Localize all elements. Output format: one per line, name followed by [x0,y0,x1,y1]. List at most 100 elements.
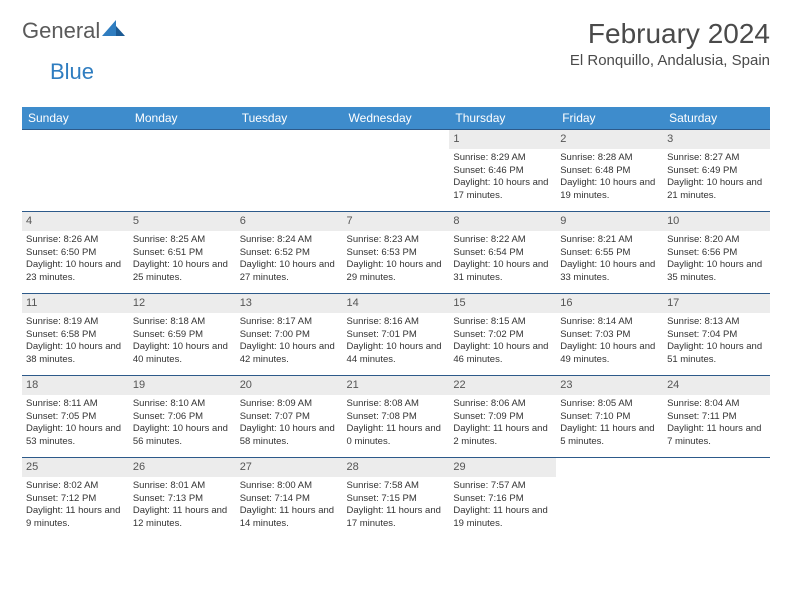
logo: General [22,18,128,44]
daylight-text: Daylight: 10 hours and 23 minutes. [26,259,125,285]
calendar-row: ....1Sunrise: 8:29 AMSunset: 6:46 PMDayl… [22,130,770,212]
sunrise-text: Sunrise: 8:08 AM [347,398,446,411]
calendar-cell: 14Sunrise: 8:16 AMSunset: 7:01 PMDayligh… [343,294,450,376]
dayname-mon: Monday [129,107,236,130]
day-number: 11 [22,294,129,313]
day-number: 12 [129,294,236,313]
calendar-cell: 4 Sunrise: 8:26 AMSunset: 6:50 PMDaylight… [22,212,129,294]
day-number: 27 [236,458,343,477]
sunrise-text: Sunrise: 8:23 AM [347,234,446,247]
sunrise-text: Sunrise: 8:01 AM [133,480,232,493]
day-number: 3 [663,130,770,149]
daylight-text: Daylight: 10 hours and 25 minutes. [133,259,232,285]
daylight-text: Daylight: 10 hours and 56 minutes. [133,423,232,449]
sunrise-text: Sunrise: 8:18 AM [133,316,232,329]
sunset-text: Sunset: 6:54 PM [453,247,552,260]
sunset-text: Sunset: 7:11 PM [667,411,766,424]
sunrise-text: Sunrise: 8:25 AM [133,234,232,247]
sunrise-text: Sunrise: 8:24 AM [240,234,339,247]
day-number: 21 [343,376,450,395]
day-number: 9 [556,212,663,231]
calendar-cell: 17Sunrise: 8:13 AMSunset: 7:04 PMDayligh… [663,294,770,376]
calendar-cell: 3 Sunrise: 8:27 AMSunset: 6:49 PMDaylight… [663,130,770,212]
day-number: 4 [22,212,129,231]
sunrise-text: Sunrise: 8:17 AM [240,316,339,329]
daylight-text: Daylight: 10 hours and 51 minutes. [667,341,766,367]
calendar-cell: 1Sunrise: 8:29 AMSunset: 6:46 PMDaylight… [449,130,556,212]
daylight-text: Daylight: 10 hours and 17 minutes. [453,177,552,203]
day-number: 14 [343,294,450,313]
day-number: 22 [449,376,556,395]
sunset-text: Sunset: 7:00 PM [240,329,339,342]
sunset-text: Sunset: 7:04 PM [667,329,766,342]
calendar-cell: 5 Sunrise: 8:25 AMSunset: 6:51 PMDaylight… [129,212,236,294]
calendar-cell: 19Sunrise: 8:10 AMSunset: 7:06 PMDayligh… [129,376,236,458]
calendar-cell: 29Sunrise: 7:57 AMSunset: 7:16 PMDayligh… [449,458,556,540]
sunrise-text: Sunrise: 8:20 AM [667,234,766,247]
calendar-cell: 2Sunrise: 8:28 AMSunset: 6:48 PMDaylight… [556,130,663,212]
dayname-fri: Friday [556,107,663,130]
daylight-text: Daylight: 11 hours and 17 minutes. [347,505,446,531]
dayname-sat: Saturday [663,107,770,130]
day-number: 19 [129,376,236,395]
day-number: 13 [236,294,343,313]
sunrise-text: Sunrise: 8:06 AM [453,398,552,411]
sunset-text: Sunset: 7:05 PM [26,411,125,424]
calendar-cell: 24Sunrise: 8:04 AMSunset: 7:11 PMDayligh… [663,376,770,458]
day-number: 23 [556,376,663,395]
dayname-row: Sunday Monday Tuesday Wednesday Thursday… [22,107,770,130]
day-number: 20 [236,376,343,395]
daylight-text: Daylight: 10 hours and 21 minutes. [667,177,766,203]
sunset-text: Sunset: 6:46 PM [453,165,552,178]
calendar-cell: . [556,458,663,540]
calendar-cell: 12Sunrise: 8:18 AMSunset: 6:59 PMDayligh… [129,294,236,376]
header: General February 2024 El Ronquillo, Anda… [22,18,770,69]
day-number: 5 [129,212,236,231]
calendar-row: 18Sunrise: 8:11 AMSunset: 7:05 PMDayligh… [22,376,770,458]
calendar-cell: 10 Sunrise: 8:20 AMSunset: 6:56 PMDayligh… [663,212,770,294]
daylight-text: Daylight: 10 hours and 27 minutes. [240,259,339,285]
sunrise-text: Sunrise: 8:27 AM [667,152,766,165]
daylight-text: Daylight: 10 hours and 35 minutes. [667,259,766,285]
daylight-text: Daylight: 10 hours and 19 minutes. [560,177,659,203]
day-number: 10 [663,212,770,231]
daylight-text: Daylight: 10 hours and 44 minutes. [347,341,446,367]
daylight-text: Daylight: 11 hours and 12 minutes. [133,505,232,531]
dayname-thu: Thursday [449,107,556,130]
sunrise-text: Sunrise: 8:15 AM [453,316,552,329]
daylight-text: Daylight: 11 hours and 5 minutes. [560,423,659,449]
calendar-cell: 20Sunrise: 8:09 AMSunset: 7:07 PMDayligh… [236,376,343,458]
calendar-cell: 25Sunrise: 8:02 AMSunset: 7:12 PMDayligh… [22,458,129,540]
calendar-cell: 11Sunrise: 8:19 AMSunset: 6:58 PMDayligh… [22,294,129,376]
sunrise-text: Sunrise: 8:22 AM [453,234,552,247]
day-number: 28 [343,458,450,477]
calendar-cell: 21Sunrise: 8:08 AMSunset: 7:08 PMDayligh… [343,376,450,458]
sunrise-text: Sunrise: 8:21 AM [560,234,659,247]
sunset-text: Sunset: 7:12 PM [26,493,125,506]
sunrise-text: Sunrise: 8:26 AM [26,234,125,247]
daylight-text: Daylight: 10 hours and 42 minutes. [240,341,339,367]
day-number: 24 [663,376,770,395]
daylight-text: Daylight: 11 hours and 0 minutes. [347,423,446,449]
sunrise-text: Sunrise: 8:05 AM [560,398,659,411]
logo-text-blue: Blue [50,59,94,84]
day-number: 2 [556,130,663,149]
day-number: 7 [343,212,450,231]
day-number: 18 [22,376,129,395]
day-number: 16 [556,294,663,313]
calendar-row: 11Sunrise: 8:19 AMSunset: 6:58 PMDayligh… [22,294,770,376]
sunset-text: Sunset: 6:50 PM [26,247,125,260]
month-title: February 2024 [570,18,770,50]
sunset-text: Sunset: 6:59 PM [133,329,232,342]
daylight-text: Daylight: 10 hours and 53 minutes. [26,423,125,449]
sunset-text: Sunset: 6:51 PM [133,247,232,260]
calendar-cell: . [22,130,129,212]
sunrise-text: Sunrise: 8:28 AM [560,152,659,165]
day-number: 26 [129,458,236,477]
sunset-text: Sunset: 7:01 PM [347,329,446,342]
calendar-cell: . [663,458,770,540]
sunset-text: Sunset: 6:49 PM [667,165,766,178]
calendar-cell: 18Sunrise: 8:11 AMSunset: 7:05 PMDayligh… [22,376,129,458]
daylight-text: Daylight: 11 hours and 9 minutes. [26,505,125,531]
sunset-text: Sunset: 6:56 PM [667,247,766,260]
